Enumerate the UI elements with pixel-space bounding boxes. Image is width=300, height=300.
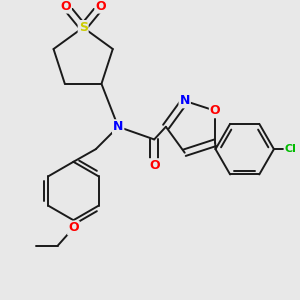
- Text: N: N: [113, 120, 123, 133]
- Text: O: O: [68, 221, 79, 235]
- Text: O: O: [95, 0, 106, 13]
- Text: S: S: [79, 21, 88, 34]
- Text: N: N: [179, 94, 190, 107]
- Text: Cl: Cl: [284, 144, 296, 154]
- Text: O: O: [60, 0, 71, 13]
- Text: O: O: [149, 159, 160, 172]
- Text: O: O: [210, 104, 220, 117]
